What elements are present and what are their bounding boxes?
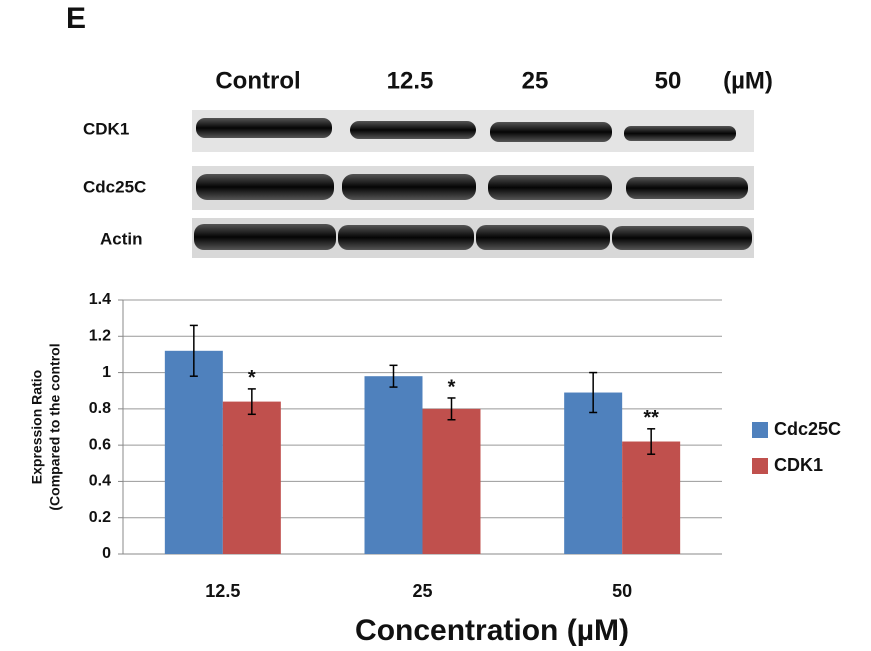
lane-label: 25 — [522, 67, 549, 94]
y-tick-label: 0 — [102, 545, 111, 562]
bar — [564, 392, 623, 554]
bar — [622, 441, 681, 554]
legend-label: Cdc25C — [774, 419, 841, 439]
legend-swatch — [752, 422, 768, 438]
bar — [164, 350, 223, 554]
row-label: CDK1 — [83, 119, 129, 138]
panel-label: E — [66, 2, 86, 35]
significance: * — [448, 376, 456, 398]
legend-swatch — [752, 458, 768, 474]
row-label: Cdc25C — [83, 177, 146, 196]
bar — [222, 401, 281, 554]
legend-label: CDK1 — [774, 455, 823, 475]
y-tick-label: 0.2 — [89, 509, 111, 526]
significance: ** — [643, 407, 659, 429]
bar — [364, 376, 423, 554]
y-tick-label: 0.8 — [89, 400, 111, 417]
y-tick-label: 0.6 — [89, 436, 111, 453]
row-label: Actin — [100, 229, 143, 248]
blot — [192, 110, 754, 258]
lane-label: 50 — [655, 67, 682, 94]
x-tick-label: 50 — [612, 581, 632, 601]
y-axis-label: Expression Ratio — [29, 370, 45, 484]
x-tick-label: 25 — [412, 581, 432, 601]
lane-label: 12.5 — [387, 67, 434, 94]
x-tick-label: 12.5 — [205, 581, 240, 601]
y-tick-label: 1.4 — [89, 291, 111, 308]
y-tick-label: 1 — [102, 364, 111, 381]
y-axis-label: (Compared to the control — [47, 343, 63, 510]
bar — [422, 408, 481, 554]
y-tick-label: 0.4 — [89, 473, 111, 490]
y-tick-label: 1.2 — [89, 328, 111, 345]
significance: * — [248, 367, 256, 389]
x-axis-label: Concentration (µM) — [355, 614, 629, 647]
unit-label: (µM) — [723, 67, 773, 94]
lane-label: Control — [215, 67, 300, 94]
